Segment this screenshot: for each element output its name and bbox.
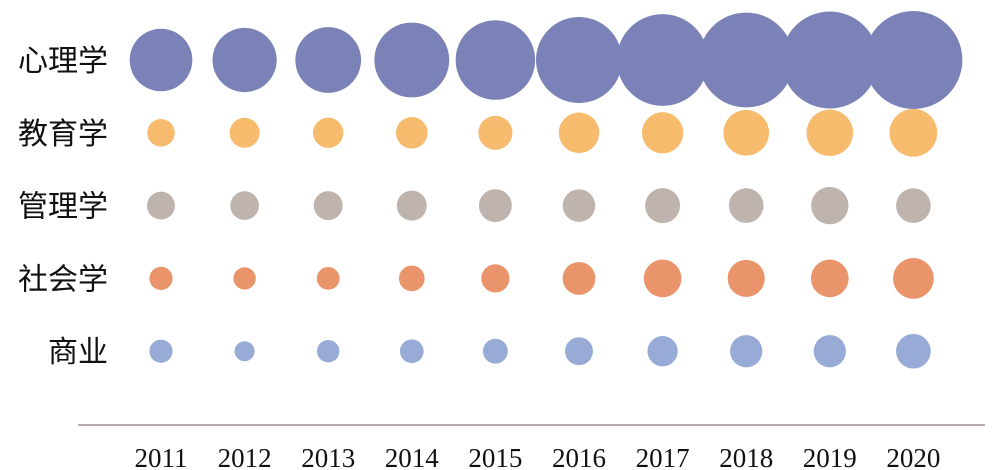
bubble	[374, 22, 450, 98]
x-tick-label: 2011	[135, 443, 188, 470]
bubble-layer	[129, 11, 963, 369]
bubble	[728, 188, 764, 223]
x-tick-label: 2016	[552, 443, 606, 470]
bubble	[398, 265, 425, 292]
x-tick-labels: 2011 2012 2013 2014 2015 2016 2017 2018 2019 2020	[135, 443, 941, 470]
bubble	[811, 186, 849, 225]
x-tick-label: 2018	[719, 443, 773, 470]
bubble	[129, 28, 193, 92]
bubble	[562, 261, 596, 295]
bubble	[698, 12, 794, 108]
bubble	[562, 189, 596, 222]
bubble	[395, 116, 428, 149]
bubble	[147, 191, 175, 220]
bubble	[813, 335, 846, 368]
bubble	[565, 337, 593, 366]
bubble	[893, 258, 934, 299]
category-label: 管理学	[18, 190, 108, 225]
bubble	[810, 259, 849, 298]
bubble	[478, 189, 512, 223]
bubble	[864, 11, 963, 109]
category-label: 商业	[48, 335, 108, 370]
x-tick-label: 2014	[385, 443, 440, 470]
bubble	[149, 339, 173, 363]
bubble	[295, 27, 362, 93]
bubble	[481, 264, 510, 293]
bubble	[723, 109, 770, 156]
bubble	[313, 191, 343, 221]
category-label: 心理学	[18, 44, 108, 79]
bubble	[233, 267, 256, 290]
bubble	[399, 339, 424, 364]
bubble	[316, 266, 340, 290]
bubble	[234, 341, 255, 362]
bubble	[616, 14, 709, 106]
bubble	[535, 16, 623, 104]
x-tick-label: 2019	[803, 443, 857, 470]
bubble	[781, 11, 879, 109]
bubble	[641, 112, 684, 154]
bubble	[455, 20, 536, 100]
category-label: 教育学	[18, 117, 108, 152]
x-tick-label: 2020	[886, 443, 940, 470]
bubble	[230, 191, 259, 220]
bubble	[478, 115, 513, 150]
bubble	[896, 333, 931, 369]
x-tick-label: 2012	[218, 443, 272, 470]
bubble	[149, 266, 173, 291]
category-label: 社会学	[18, 262, 108, 297]
bubble	[727, 259, 765, 297]
bubble	[229, 117, 260, 148]
bubble	[396, 190, 427, 221]
bubble	[896, 188, 931, 223]
bubble	[313, 117, 344, 148]
bubble	[212, 27, 277, 93]
x-tick-label: 2015	[468, 443, 522, 470]
bubble	[558, 112, 600, 154]
x-tick-label: 2017	[636, 443, 690, 470]
bubble	[482, 338, 508, 364]
bubble	[730, 335, 763, 368]
bubble	[889, 108, 938, 157]
x-tick-label: 2013	[301, 443, 355, 470]
bubble	[645, 188, 681, 224]
bubble	[317, 340, 340, 363]
bubble	[147, 119, 175, 147]
bubble	[806, 109, 854, 157]
bubble	[643, 259, 682, 298]
bubble	[647, 336, 678, 367]
